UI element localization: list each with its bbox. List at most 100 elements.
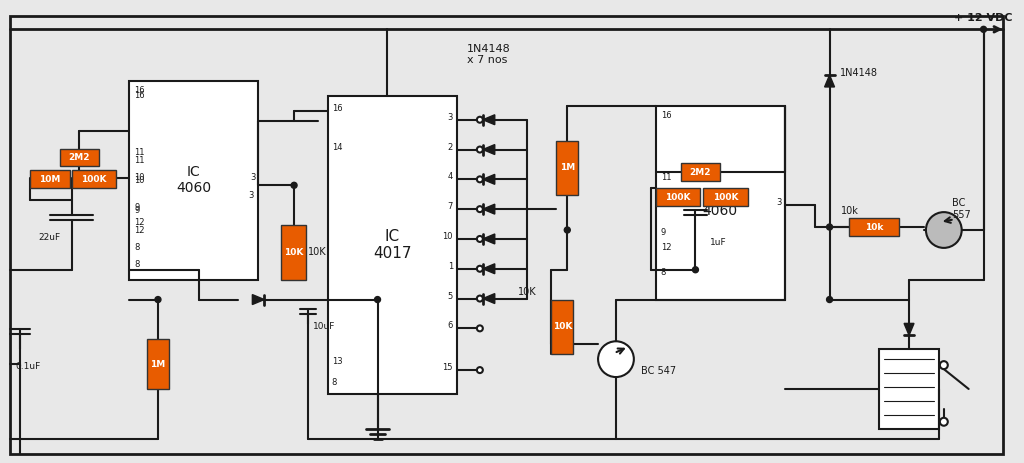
Text: 8: 8 (332, 378, 337, 387)
Polygon shape (904, 323, 914, 335)
Circle shape (477, 147, 483, 152)
Circle shape (477, 176, 483, 182)
Bar (328, 96, 457, 394)
Text: 11: 11 (134, 156, 144, 165)
Polygon shape (483, 115, 495, 125)
Text: 5: 5 (447, 292, 453, 300)
Text: IC
4017: IC 4017 (373, 229, 412, 261)
Bar (551, 300, 573, 354)
Bar (556, 141, 579, 195)
Text: 14: 14 (332, 143, 342, 151)
Text: 10M: 10M (39, 175, 60, 184)
Polygon shape (252, 294, 264, 305)
Text: 10K: 10K (308, 247, 327, 257)
Circle shape (477, 117, 483, 123)
Text: 100K: 100K (666, 193, 691, 202)
Text: 8: 8 (134, 260, 139, 269)
Circle shape (477, 266, 483, 272)
Circle shape (477, 206, 483, 212)
Circle shape (926, 212, 962, 248)
Text: 1: 1 (447, 262, 453, 271)
Text: 10uF: 10uF (313, 322, 335, 332)
Text: BC
557: BC 557 (951, 199, 971, 220)
Text: 3: 3 (248, 191, 253, 200)
Text: 0.1uF: 0.1uF (15, 362, 40, 371)
Text: 10K: 10K (518, 287, 537, 297)
Text: 16: 16 (660, 111, 672, 120)
Text: 10k: 10k (865, 223, 884, 232)
Bar (129, 81, 258, 280)
Polygon shape (483, 144, 495, 155)
Text: 8: 8 (660, 268, 666, 277)
Text: IC
4060: IC 4060 (176, 165, 211, 195)
Text: 2: 2 (447, 143, 453, 151)
Text: 1M: 1M (560, 163, 574, 172)
Text: + 12 VDC: + 12 VDC (953, 13, 1013, 23)
Text: 7: 7 (447, 202, 453, 211)
Text: 22uF: 22uF (39, 233, 60, 242)
Circle shape (564, 227, 570, 233)
Text: 3: 3 (250, 173, 255, 182)
Polygon shape (483, 264, 495, 274)
Polygon shape (483, 204, 495, 214)
Circle shape (692, 267, 698, 273)
Text: 11: 11 (660, 173, 671, 182)
Circle shape (477, 367, 483, 373)
Bar (59, 149, 99, 166)
Text: 1uF: 1uF (711, 238, 727, 247)
Text: 10K: 10K (284, 248, 303, 257)
Text: 16: 16 (134, 91, 144, 100)
Circle shape (940, 418, 948, 425)
Text: 1N4148
x 7 nos: 1N4148 x 7 nos (467, 44, 511, 65)
Bar (30, 170, 70, 188)
Text: 6: 6 (447, 321, 453, 331)
Polygon shape (483, 234, 495, 244)
Circle shape (981, 26, 986, 32)
Bar (681, 163, 720, 181)
Text: 100K: 100K (713, 193, 738, 202)
Text: 11: 11 (134, 149, 144, 157)
Circle shape (155, 297, 161, 302)
Bar (880, 349, 939, 429)
Bar (703, 188, 749, 206)
Text: 3: 3 (776, 198, 782, 207)
Text: 1N4148: 1N4148 (840, 68, 878, 78)
Text: 15: 15 (442, 363, 453, 372)
Bar (147, 339, 169, 389)
Bar (655, 106, 784, 300)
Text: 13: 13 (332, 357, 342, 366)
Bar (72, 170, 117, 188)
Bar (282, 225, 306, 280)
Circle shape (375, 297, 381, 302)
Circle shape (477, 236, 483, 242)
Text: 9: 9 (660, 228, 666, 237)
Text: 1M: 1M (151, 360, 166, 369)
Text: 9: 9 (134, 206, 139, 215)
Polygon shape (483, 294, 495, 304)
Text: 16: 16 (332, 104, 342, 113)
Text: 12: 12 (134, 218, 144, 227)
Text: IC
4060: IC 4060 (702, 188, 738, 218)
Circle shape (477, 295, 483, 301)
Text: 2M2: 2M2 (690, 168, 711, 177)
Bar (850, 218, 899, 236)
Polygon shape (824, 75, 835, 87)
Text: 9: 9 (134, 203, 139, 212)
Text: BC 547: BC 547 (641, 366, 676, 376)
Text: 3: 3 (447, 113, 453, 122)
Text: 10: 10 (660, 198, 671, 207)
Circle shape (826, 297, 833, 302)
Text: 4: 4 (447, 172, 453, 181)
Text: 12: 12 (134, 225, 144, 235)
Circle shape (291, 182, 297, 188)
Text: 10: 10 (134, 173, 144, 182)
Circle shape (477, 325, 483, 332)
Text: 10K: 10K (553, 322, 572, 332)
Circle shape (940, 361, 948, 369)
Text: 100K: 100K (81, 175, 106, 184)
Text: 16: 16 (134, 86, 144, 95)
Text: 8: 8 (134, 243, 139, 252)
Text: 10: 10 (442, 232, 453, 241)
Circle shape (598, 341, 634, 377)
Text: 10k: 10k (841, 206, 858, 216)
